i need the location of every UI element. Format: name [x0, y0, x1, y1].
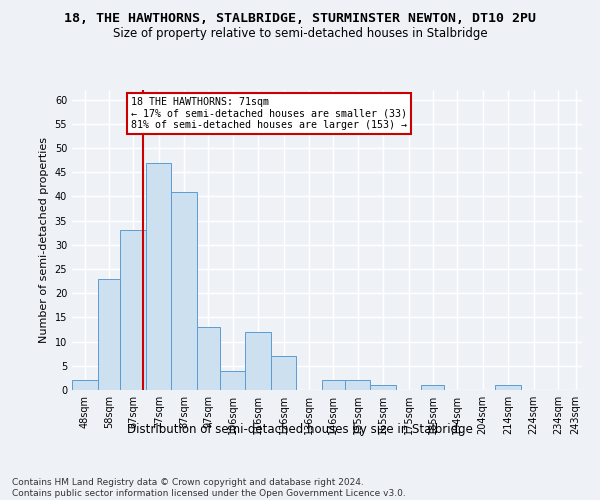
- Text: Contains HM Land Registry data © Crown copyright and database right 2024.
Contai: Contains HM Land Registry data © Crown c…: [12, 478, 406, 498]
- Bar: [496, 385, 521, 390]
- Bar: [370, 385, 396, 390]
- Bar: [72, 380, 98, 390]
- Y-axis label: Number of semi-detached properties: Number of semi-detached properties: [39, 137, 49, 343]
- Text: 18 THE HAWTHORNS: 71sqm
← 17% of semi-detached houses are smaller (33)
81% of se: 18 THE HAWTHORNS: 71sqm ← 17% of semi-de…: [131, 98, 407, 130]
- Bar: [345, 380, 370, 390]
- Text: 18, THE HAWTHORNS, STALBRIDGE, STURMINSTER NEWTON, DT10 2PU: 18, THE HAWTHORNS, STALBRIDGE, STURMINST…: [64, 12, 536, 26]
- Bar: [421, 385, 445, 390]
- Bar: [121, 230, 146, 390]
- Bar: [322, 380, 345, 390]
- Bar: [271, 356, 296, 390]
- Text: Distribution of semi-detached houses by size in Stalbridge: Distribution of semi-detached houses by …: [127, 422, 473, 436]
- Bar: [146, 162, 172, 390]
- Bar: [220, 370, 245, 390]
- Bar: [197, 327, 220, 390]
- Text: Size of property relative to semi-detached houses in Stalbridge: Size of property relative to semi-detach…: [113, 28, 487, 40]
- Bar: [172, 192, 197, 390]
- Bar: [98, 278, 121, 390]
- Bar: [245, 332, 271, 390]
